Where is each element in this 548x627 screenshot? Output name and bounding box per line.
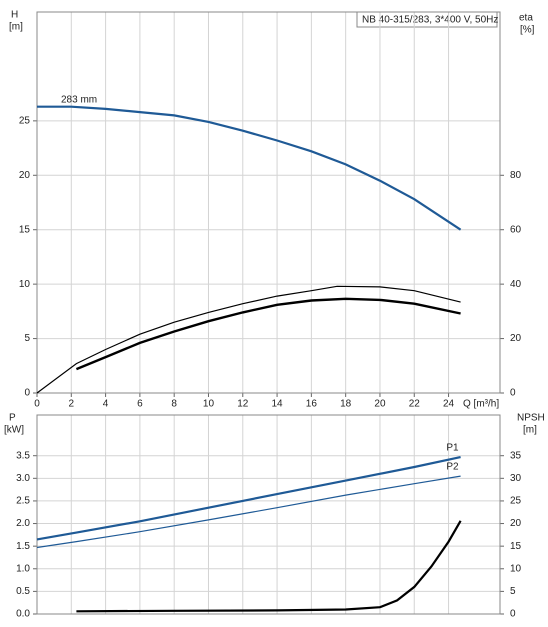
series-label: P1 xyxy=(446,443,459,454)
y-tick-label: 15 xyxy=(19,224,31,235)
x-tick-label: 24 xyxy=(443,399,455,410)
y-axis-unit: [kW] xyxy=(4,425,24,436)
series-line xyxy=(36,285,461,394)
x-tick-label: 2 xyxy=(69,399,75,410)
y2-tick-label: 0 xyxy=(510,609,516,620)
chart-title: NB 40-315/283, 3*400 V, 50Hz xyxy=(362,15,498,26)
y2-tick-label: 40 xyxy=(510,279,522,290)
y-tick-label: 3.5 xyxy=(16,450,30,461)
y2-axis-label: eta xyxy=(519,13,533,24)
x-tick-label: 10 xyxy=(203,399,215,410)
y-tick-label: 25 xyxy=(19,115,31,126)
series-line xyxy=(36,475,461,549)
y-tick-label: 1.0 xyxy=(16,563,30,574)
x-tick-label: 6 xyxy=(137,399,143,410)
x-tick-label: 22 xyxy=(409,399,421,410)
x-axis-label: Q [m³/h] xyxy=(463,399,499,410)
series-line xyxy=(75,297,461,371)
x-tick-label: 0 xyxy=(34,399,40,410)
x-tick-label: 4 xyxy=(103,399,109,410)
x-tick-label: 8 xyxy=(171,399,177,410)
y-axis-label: H xyxy=(11,10,18,21)
x-tick-label: 16 xyxy=(306,399,318,410)
y-tick-label: 2.0 xyxy=(16,518,30,529)
x-tick-label: 20 xyxy=(374,399,386,410)
y2-tick-label: 15 xyxy=(510,541,522,552)
y2-tick-label: 30 xyxy=(510,473,522,484)
y-tick-label: 5 xyxy=(24,333,30,344)
y-axis-unit: [m] xyxy=(9,22,23,33)
series-label: 283 mm xyxy=(61,94,97,105)
y2-axis-unit: [%] xyxy=(520,25,535,36)
y-tick-label: 0.5 xyxy=(16,586,30,597)
plot-frame xyxy=(36,414,501,615)
y-axis-label: P xyxy=(9,413,16,424)
y-tick-label: 10 xyxy=(19,279,31,290)
y2-tick-label: 10 xyxy=(510,563,522,574)
y2-tick-label: 25 xyxy=(510,496,522,507)
plot-frame xyxy=(36,11,501,394)
y2-tick-label: 20 xyxy=(510,518,522,529)
y2-tick-label: 80 xyxy=(510,170,522,181)
y2-axis-label: NPSH xyxy=(517,413,545,424)
series-line xyxy=(36,456,461,541)
y-tick-label: 20 xyxy=(19,170,31,181)
y-tick-label: 1.5 xyxy=(16,541,30,552)
y2-axis-unit: [m] xyxy=(523,425,537,436)
y-tick-label: 0 xyxy=(24,388,30,399)
x-tick-label: 18 xyxy=(340,399,352,410)
y-tick-label: 0.0 xyxy=(16,609,30,620)
y2-tick-label: 5 xyxy=(510,586,516,597)
x-tick-label: 14 xyxy=(272,399,284,410)
y-tick-label: 2.5 xyxy=(16,496,30,507)
y-tick-label: 3.0 xyxy=(16,473,30,484)
x-tick-label: 12 xyxy=(237,399,249,410)
y2-tick-label: 0 xyxy=(510,388,516,399)
y2-tick-label: 35 xyxy=(510,450,522,461)
y2-tick-label: 20 xyxy=(510,333,522,344)
series-line xyxy=(76,520,462,613)
series-line xyxy=(37,105,462,231)
series-label: P2 xyxy=(446,462,459,473)
y2-tick-label: 60 xyxy=(510,224,522,235)
